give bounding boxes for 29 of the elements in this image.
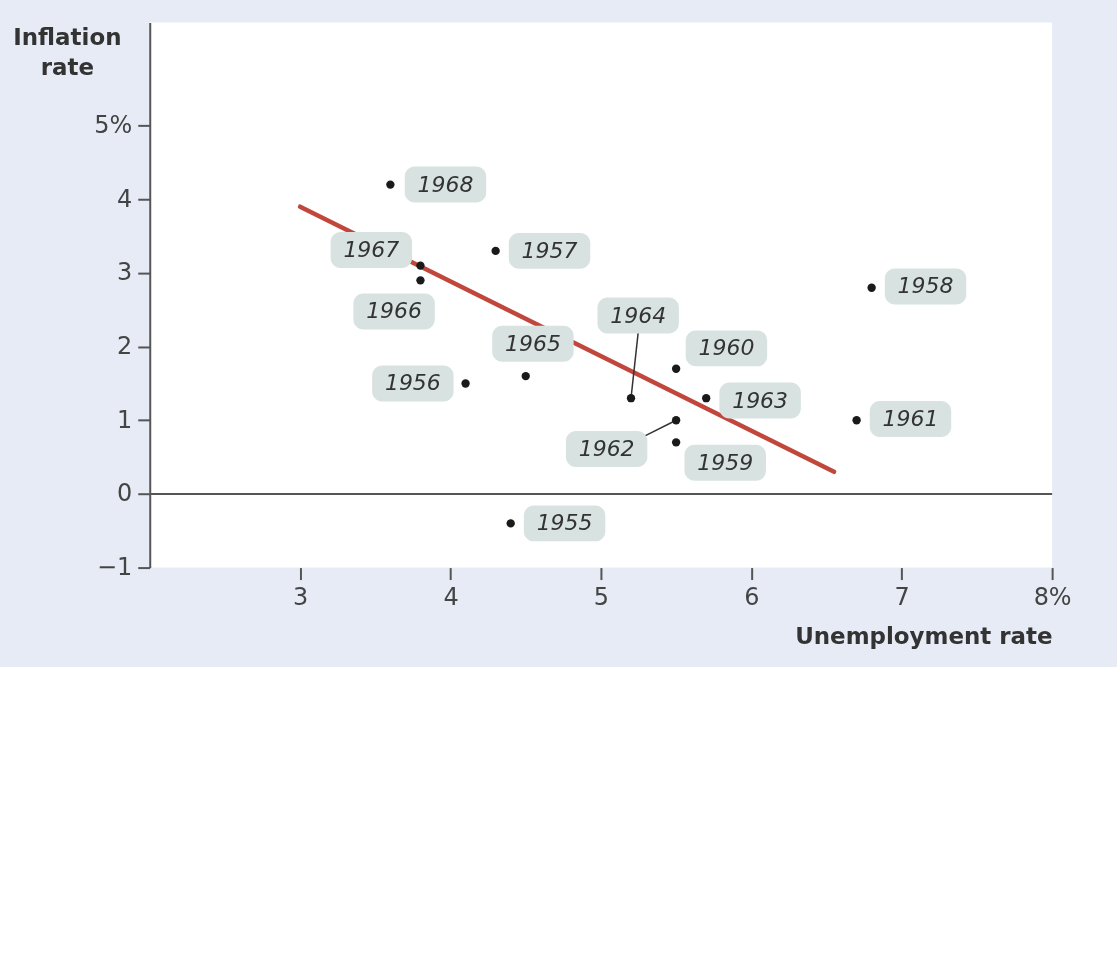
annotation: 1962 (578, 436, 635, 462)
annotation: 1955 (536, 510, 593, 536)
annotation: 1958 (897, 273, 954, 299)
annotation: 1957 (521, 237, 578, 263)
x-tick-label: 8% (1033, 583, 1072, 612)
y-tick-label: 2 (117, 332, 133, 361)
annotation: 1959 (697, 449, 754, 475)
x-tick-label: 4 (443, 583, 459, 612)
annotation: 1963 (732, 387, 789, 413)
annotation: 1965 (504, 330, 561, 356)
y-tick-label: 3 (117, 258, 133, 287)
annotation: 1964 (610, 302, 667, 328)
annotation: 1966 (366, 298, 423, 324)
y-tick-label: 1 (117, 405, 133, 434)
annotation: 1968 (417, 171, 474, 197)
y-tick-label: 0 (117, 479, 133, 508)
x-tick-label: 7 (894, 583, 910, 612)
annotation: 1967 (343, 237, 400, 263)
x-tick-label: 6 (744, 583, 760, 612)
y-tick-label: −1 (96, 553, 133, 582)
annotation: 1956 (384, 370, 441, 396)
annotation: 1960 (698, 335, 755, 361)
annotation: 1961 (882, 406, 939, 432)
x-axis-title: Unemployment rate (795, 622, 1053, 649)
x-tick-label: 3 (293, 583, 309, 612)
y-tick-label: 4 (117, 184, 133, 213)
y-axis-title: Inflation rate (13, 24, 122, 80)
x-tick-label: 5 (593, 583, 610, 612)
y-tick-label: 5% (94, 111, 133, 140)
